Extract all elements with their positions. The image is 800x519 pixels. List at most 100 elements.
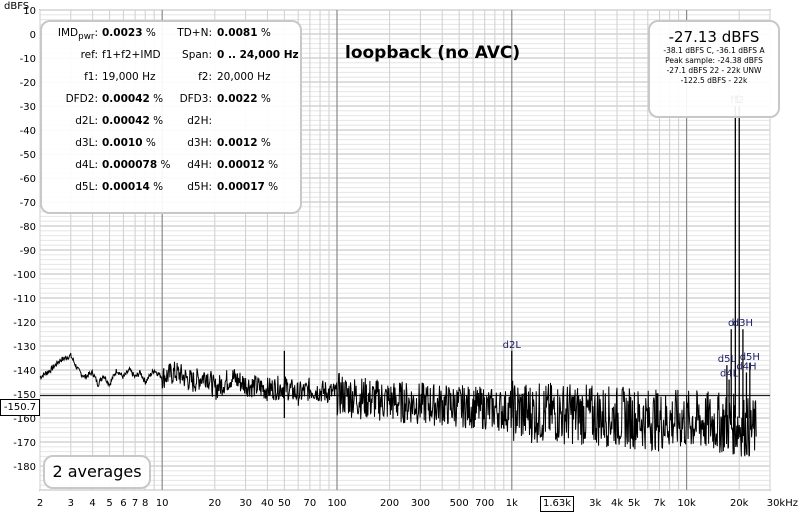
y-axis-label: dBFS <box>4 1 29 12</box>
peak-label: d <box>728 318 734 329</box>
measurement-stats-panel: IMDpwr: 0.0023 % TD+N: 0.0081 % ref: f1+f2+IM… <box>40 20 302 214</box>
stats-value: 0.0012 % <box>217 137 271 149</box>
noise-floor-trace <box>39 352 757 457</box>
y-tick-label: -30 <box>20 102 36 113</box>
y-tick-label: -150 <box>13 390 36 401</box>
y-tick-label: -90 <box>20 246 36 257</box>
stats-value: 19,000 Hz <box>102 71 156 83</box>
stats-value: 0 .. 24,000 Hz <box>217 49 299 61</box>
x-tick-label: 30 <box>239 498 252 509</box>
level-line: -122.5 dBFS - 22k <box>680 76 748 85</box>
x-tick-label: 100 <box>327 498 346 509</box>
stats-label: d4L: <box>75 159 98 171</box>
level-readout-panel: -27.13 dBFS -38.1 dBFS C, -36.1 dBFS A P… <box>648 20 780 118</box>
x-tick-label: 4k <box>611 498 623 509</box>
stats-label: d2H: <box>187 115 212 127</box>
level-line: -38.1 dBFS C, -36.1 dBFS A <box>663 46 765 55</box>
x-tick-label: 2 <box>37 498 43 509</box>
x-tick-label: 500 <box>450 498 469 509</box>
x-tick-label: 3 <box>68 498 74 509</box>
x-tick-label: 8 <box>142 498 148 509</box>
x-tick-label: 40 <box>261 498 274 509</box>
stats-label: DFD2: <box>65 93 98 105</box>
x-tick-label: 20 <box>208 498 221 509</box>
y-tick-label: -110 <box>13 294 36 305</box>
stats-label: ref: <box>80 49 98 61</box>
stats-value: 0.00042 % <box>102 115 164 127</box>
stats-label: d5L: <box>75 181 98 193</box>
y-tick-label: -80 <box>20 222 36 233</box>
stats-value: 0.00042 % <box>102 93 164 105</box>
cursor-x-readout[interactable]: 1.63k <box>540 496 574 512</box>
stats-value: 0.00014 % <box>102 181 164 193</box>
chart-title: loopback (no AVC) <box>345 43 521 63</box>
y-tick-label: -120 <box>13 318 36 329</box>
x-tick-label: 5 <box>106 498 112 509</box>
y-tick-label: -60 <box>20 174 36 185</box>
level-line: Peak sample: -24.38 dBFS <box>665 56 763 65</box>
y-tick-label: -100 <box>13 270 36 281</box>
stats-value: f1+f2+IMD <box>102 49 161 61</box>
y-tick-label: -170 <box>13 438 36 449</box>
y-tick-label: -160 <box>13 414 36 425</box>
peak-label: d3H <box>733 318 753 329</box>
y-tick-label: -10 <box>20 54 36 65</box>
x-tick-label: 200 <box>380 498 399 509</box>
x-tick-label: 20k <box>730 498 749 509</box>
stats-label: IMDpwr: <box>57 27 98 43</box>
stats-label: d5H: <box>187 181 212 193</box>
x-tick-label: 1k <box>506 498 518 509</box>
y-tick-label: -140 <box>13 366 36 377</box>
x-tick-label: 7k <box>653 498 665 509</box>
stats-label: d2L: <box>75 115 98 127</box>
stats-value: 0.0023 % <box>102 27 156 39</box>
stats-value: 0.0081 % <box>217 27 271 39</box>
stats-row: IMDpwr: 0.0023 % TD+N: 0.0081 % <box>42 27 300 45</box>
stats-label: Span: <box>182 49 212 61</box>
x-tick-label: 700 <box>475 498 494 509</box>
x-tick-label: 5k <box>628 498 640 509</box>
y-tick-label: -20 <box>20 78 36 89</box>
x-tick-label: 10 <box>156 498 169 509</box>
stats-value: 0.0010 % <box>102 137 156 149</box>
y-tick-label: -180 <box>13 462 36 473</box>
x-tick-label: 4 <box>89 498 95 509</box>
stats-label: f1: <box>84 71 98 83</box>
peak-label: d4L <box>720 369 739 380</box>
stats-value: 0.000078 % <box>102 159 171 171</box>
x-tick-label: 10k <box>677 498 696 509</box>
x-tick-label: 6 <box>120 498 126 509</box>
x-tick-label: 70 <box>304 498 317 509</box>
cursor-y-readout[interactable]: -150.7 <box>0 399 40 416</box>
peak-label: d4H <box>736 361 756 372</box>
stats-row: d4L: 0.000078 % d4H: 0.00012 % <box>42 159 300 177</box>
x-tick-label: 3k <box>589 498 601 509</box>
stats-value: 0.00017 % <box>217 181 279 193</box>
stats-row: f1: 19,000 Hz f2: 20,000 Hz <box>42 71 300 89</box>
stats-row: DFD2: 0.00042 % DFD3: 0.0022 % <box>42 93 300 111</box>
y-tick-label: 0 <box>30 30 36 41</box>
stats-label-subscript: pwr <box>78 32 95 43</box>
y-tick-label: -40 <box>20 126 36 137</box>
level-line: -27.1 dBFS 22 - 22k UNW <box>666 66 762 75</box>
level-main-value: -27.13 dBFS <box>668 28 760 46</box>
stats-label: d4H: <box>187 159 212 171</box>
x-tick-label: 300 <box>411 498 430 509</box>
averages-badge: 2 averages <box>43 455 151 489</box>
y-tick-label: -50 <box>20 150 36 161</box>
stats-row: d3L: 0.0010 % d3H: 0.0012 % <box>42 137 300 155</box>
peak-label: d5H <box>740 352 760 363</box>
stats-row: d5L: 0.00014 % d5H: 0.00017 % <box>42 181 300 199</box>
stats-label: TD+N: <box>177 27 212 39</box>
stats-value: 0.0022 % <box>217 93 271 105</box>
peak-label: d5L <box>718 354 737 365</box>
stats-label: d3L: <box>75 137 98 149</box>
y-tick-label: -70 <box>20 198 36 209</box>
peak-label: d2L <box>503 340 522 351</box>
y-tick-label: -130 <box>13 342 36 353</box>
stats-value: 0.00012 % <box>217 159 279 171</box>
stats-label: d3H: <box>187 137 212 149</box>
x-tick-label: 50 <box>278 498 291 509</box>
stats-label: DFD3: <box>179 93 212 105</box>
y-tick-label: 10 <box>23 6 36 17</box>
